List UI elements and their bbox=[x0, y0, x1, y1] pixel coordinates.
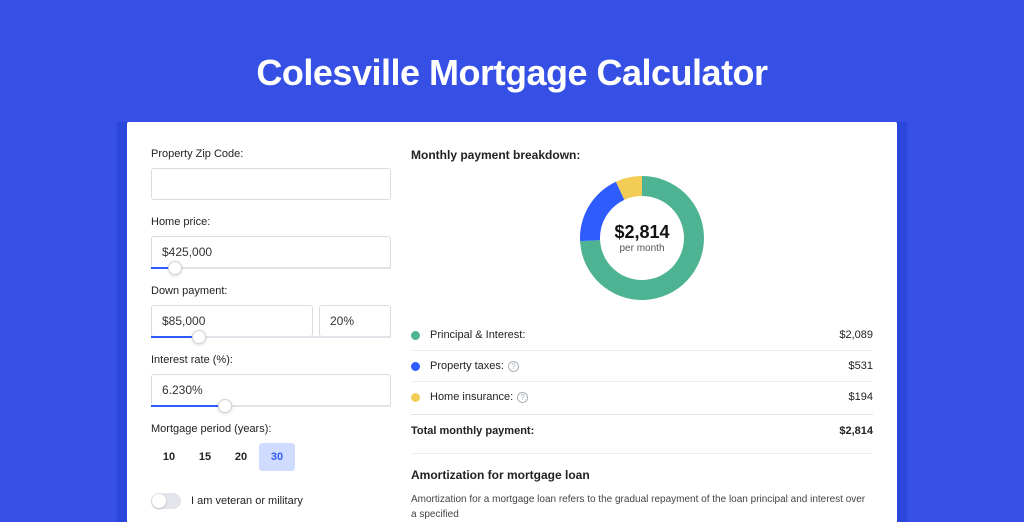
down-payment-slider-thumb[interactable] bbox=[192, 330, 206, 344]
veteran-toggle-dot bbox=[152, 494, 166, 508]
legend-value: $2,089 bbox=[839, 329, 873, 341]
amortization-title: Amortization for mortgage loan bbox=[411, 468, 873, 482]
down-payment-pct-input[interactable] bbox=[319, 305, 391, 337]
amortization-text: Amortization for a mortgage loan refers … bbox=[411, 492, 873, 522]
home-price-slider-thumb[interactable] bbox=[168, 261, 182, 275]
veteran-row: I am veteran or military bbox=[151, 493, 391, 509]
down-payment-input[interactable] bbox=[151, 305, 313, 337]
down-payment-slider[interactable] bbox=[151, 336, 391, 338]
period-option-15[interactable]: 15 bbox=[187, 443, 223, 471]
interest-rate-slider-fill bbox=[151, 405, 225, 407]
donut-sub: per month bbox=[619, 243, 664, 254]
period-option-20[interactable]: 20 bbox=[223, 443, 259, 471]
donut-container: $2,814 per month bbox=[411, 176, 873, 300]
interest-rate-slider-thumb[interactable] bbox=[218, 399, 232, 413]
total-value: $2,814 bbox=[839, 425, 873, 437]
info-icon[interactable]: ? bbox=[508, 361, 519, 372]
interest-rate-field: Interest rate (%): bbox=[151, 354, 391, 407]
breakdown-column: Monthly payment breakdown: $2,814 per mo… bbox=[411, 148, 873, 522]
period-field: Mortgage period (years): 10152030 bbox=[151, 423, 391, 471]
total-label: Total monthly payment: bbox=[411, 425, 534, 437]
home-price-input[interactable] bbox=[151, 236, 391, 268]
legend-label: Home insurance: ? bbox=[430, 391, 528, 403]
zip-field: Property Zip Code: bbox=[151, 148, 391, 200]
card-backdrop: Property Zip Code: Home price: Down paym… bbox=[117, 122, 907, 522]
veteran-toggle[interactable] bbox=[151, 493, 181, 509]
interest-rate-input[interactable] bbox=[151, 374, 391, 406]
donut-amount: $2,814 bbox=[614, 222, 669, 243]
info-icon[interactable]: ? bbox=[517, 392, 528, 403]
legend-row: Home insurance: ? $194 bbox=[411, 382, 873, 412]
legend-row: Principal & Interest: $2,089 bbox=[411, 320, 873, 351]
donut-center: $2,814 per month bbox=[580, 176, 704, 300]
home-price-field: Home price: bbox=[151, 216, 391, 269]
legend-dot bbox=[411, 331, 420, 340]
legend-row: Property taxes: ? $531 bbox=[411, 351, 873, 382]
period-option-30[interactable]: 30 bbox=[259, 443, 295, 471]
interest-rate-slider[interactable] bbox=[151, 405, 391, 407]
interest-rate-label: Interest rate (%): bbox=[151, 354, 391, 366]
home-price-slider[interactable] bbox=[151, 267, 391, 269]
period-label: Mortgage period (years): bbox=[151, 423, 391, 435]
legend-label: Principal & Interest: bbox=[430, 329, 525, 341]
calculator-card: Property Zip Code: Home price: Down paym… bbox=[127, 122, 897, 522]
donut-chart: $2,814 per month bbox=[580, 176, 704, 300]
legend-label: Property taxes: ? bbox=[430, 360, 519, 372]
page-title: Colesville Mortgage Calculator bbox=[256, 52, 767, 94]
breakdown-title: Monthly payment breakdown: bbox=[411, 148, 873, 162]
period-options: 10152030 bbox=[151, 443, 391, 471]
veteran-label: I am veteran or military bbox=[191, 495, 303, 507]
total-row: Total monthly payment: $2,814 bbox=[411, 414, 873, 453]
legend-value: $531 bbox=[849, 360, 873, 372]
legend-list: Principal & Interest: $2,089 Property taxe… bbox=[411, 320, 873, 412]
legend-dot bbox=[411, 393, 420, 402]
home-price-label: Home price: bbox=[151, 216, 391, 228]
page-root: Colesville Mortgage Calculator Property … bbox=[0, 0, 1024, 512]
down-payment-label: Down payment: bbox=[151, 285, 391, 297]
form-column: Property Zip Code: Home price: Down paym… bbox=[151, 148, 391, 522]
zip-input[interactable] bbox=[151, 168, 391, 200]
legend-value: $194 bbox=[849, 391, 873, 403]
zip-label: Property Zip Code: bbox=[151, 148, 391, 160]
legend-dot bbox=[411, 362, 420, 371]
period-option-10[interactable]: 10 bbox=[151, 443, 187, 471]
down-payment-field: Down payment: bbox=[151, 285, 391, 338]
